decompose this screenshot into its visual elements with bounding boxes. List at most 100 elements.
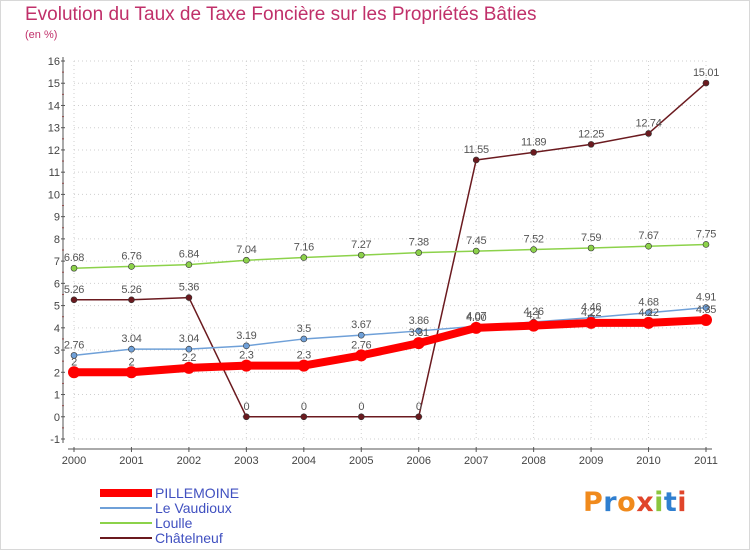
legend-label: Loulle xyxy=(155,515,193,531)
data-label: 2 xyxy=(129,356,135,368)
data-label: 4.35 xyxy=(696,304,716,316)
data-label: 7.38 xyxy=(409,237,429,249)
y-tick-label: -1 xyxy=(50,434,60,446)
x-tick-label: 2000 xyxy=(62,455,86,467)
data-point[interactable] xyxy=(472,247,480,255)
data-point[interactable] xyxy=(243,256,250,264)
legend-label: Châtelneuf xyxy=(155,530,223,546)
data-label: 4.46 xyxy=(581,302,601,314)
data-point[interactable] xyxy=(128,263,135,270)
data-point[interactable] xyxy=(527,319,540,332)
y-tick-label: 16 xyxy=(48,56,60,68)
y-tick-label: 6 xyxy=(54,278,60,290)
data-label: 7.75 xyxy=(696,228,716,240)
data-point[interactable] xyxy=(185,294,193,301)
data-label: 4.26 xyxy=(524,306,544,318)
data-point[interactable] xyxy=(128,345,135,353)
x-tick-label: 2001 xyxy=(119,455,143,467)
grid xyxy=(73,60,707,440)
y-tick-label: 10 xyxy=(48,189,60,201)
data-point[interactable] xyxy=(585,316,598,329)
data-label: 0 xyxy=(358,401,364,413)
data-point[interactable] xyxy=(125,366,138,379)
y-tick-label: 3 xyxy=(54,345,60,357)
data-point[interactable] xyxy=(587,141,595,148)
x-tick-label: 2005 xyxy=(349,455,373,467)
y-tick-label: 13 xyxy=(48,123,60,135)
data-label: 4.68 xyxy=(638,297,658,309)
data-point[interactable] xyxy=(530,149,537,156)
y-tick-label: 1 xyxy=(54,390,60,402)
data-point[interactable] xyxy=(185,261,193,268)
legend-label: Le Vaudioux xyxy=(155,500,232,516)
data-point[interactable] xyxy=(700,314,712,327)
data-point[interactable] xyxy=(587,244,595,252)
data-point[interactable] xyxy=(297,359,310,372)
data-labels: 5.26 5.26 5.36 0 0 0 0 11.55 11.89 12.25 12.74 15.0… xyxy=(64,67,720,413)
data-point[interactable] xyxy=(702,79,710,87)
data-label: 4.00 xyxy=(466,312,486,324)
data-point[interactable] xyxy=(300,254,308,261)
y-tick-label: 7 xyxy=(54,256,60,268)
y-tick-label: 4 xyxy=(54,323,60,335)
data-point[interactable] xyxy=(355,349,368,362)
data-point[interactable] xyxy=(68,366,80,379)
data-point[interactable] xyxy=(642,316,655,329)
data-point[interactable] xyxy=(415,249,423,256)
data-point[interactable] xyxy=(702,304,710,311)
data-point[interactable] xyxy=(182,361,195,374)
data-point[interactable] xyxy=(415,327,423,335)
data-label: 0 xyxy=(416,401,422,413)
data-point[interactable] xyxy=(300,335,308,343)
data-label: 2.3 xyxy=(297,350,312,362)
x-tick-label: 2011 xyxy=(694,455,718,467)
data-point[interactable] xyxy=(128,296,135,304)
data-label: 3.67 xyxy=(351,319,371,331)
y-tick-label: 15 xyxy=(48,78,60,90)
data-label: 11.89 xyxy=(521,136,546,148)
data-label: 3.04 xyxy=(121,333,141,345)
x-tick-label: 2010 xyxy=(636,455,660,467)
data-point[interactable] xyxy=(357,331,365,339)
y-tick-label: 11 xyxy=(49,167,60,179)
data-point[interactable] xyxy=(70,352,78,359)
data-point[interactable] xyxy=(645,309,652,317)
data-point[interactable] xyxy=(70,264,78,272)
x-tick-label: 2009 xyxy=(579,455,603,467)
data-label: 2.76 xyxy=(64,339,84,351)
data-point[interactable] xyxy=(645,130,652,137)
data-label: 5.26 xyxy=(64,284,84,296)
data-point[interactable] xyxy=(70,296,78,304)
data-label: 6.84 xyxy=(179,249,199,261)
data-label: 12.74 xyxy=(636,117,662,129)
series-line xyxy=(73,243,707,269)
data-label: 7.67 xyxy=(638,230,658,242)
data-point[interactable] xyxy=(300,413,308,421)
data-point[interactable] xyxy=(530,246,537,253)
data-point[interactable] xyxy=(702,241,710,248)
data-point[interactable] xyxy=(470,321,483,334)
data-point[interactable] xyxy=(243,342,250,350)
data-point[interactable] xyxy=(645,242,652,250)
x-tick-label: 2006 xyxy=(406,455,430,467)
data-point[interactable] xyxy=(415,413,423,421)
data-label: 5.26 xyxy=(121,284,141,296)
x-tick-label: 2003 xyxy=(234,455,258,467)
y-tick-label: 8 xyxy=(54,234,60,246)
data-label: 2.2 xyxy=(182,352,197,364)
data-point[interactable] xyxy=(412,337,425,350)
data-point[interactable] xyxy=(357,413,365,421)
data-point[interactable] xyxy=(185,345,193,353)
data-point[interactable] xyxy=(243,413,250,421)
data-label: 4.07 xyxy=(466,310,486,322)
data-label: 2.3 xyxy=(239,350,254,362)
y-tick-label: 0 xyxy=(54,412,60,424)
data-point[interactable] xyxy=(357,251,365,259)
data-label: 4.22 xyxy=(638,307,658,319)
data-point[interactable] xyxy=(472,156,480,164)
legend-label: PILLEMOINE xyxy=(155,485,239,501)
data-point[interactable] xyxy=(240,359,253,372)
data-label: 15.01 xyxy=(693,67,719,79)
